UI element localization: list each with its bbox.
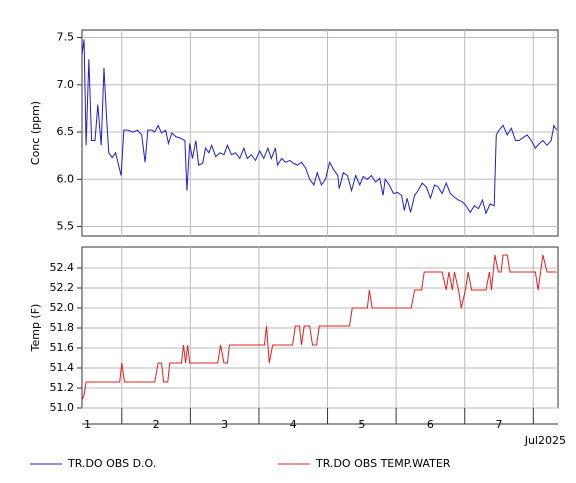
y-tick-label: 51.8 — [50, 321, 75, 334]
plot-area — [81, 29, 559, 237]
y-tick-label: 52.0 — [50, 301, 75, 314]
y-axis-label: Conc (ppm) — [29, 101, 42, 165]
x-axis-label: Jul2025 — [524, 434, 566, 447]
y-tick-label: 7.0 — [57, 78, 75, 91]
y-tick-label: 5.5 — [57, 220, 75, 233]
y-tick-label: 51.2 — [50, 381, 75, 394]
y-tick-label: 6.5 — [57, 125, 75, 138]
legend-label: TR.DO OBS D.O. — [67, 457, 156, 470]
y-tick-label: 51.0 — [50, 401, 75, 414]
y-tick-label: 6.0 — [57, 172, 75, 185]
y-tick-label: 51.6 — [50, 341, 75, 354]
data-line — [81, 254, 557, 401]
y-tick-label: 7.5 — [57, 31, 75, 44]
data-line — [81, 39, 558, 215]
y-tick-label: 52.4 — [50, 261, 75, 274]
y-tick-label: 52.2 — [50, 281, 75, 294]
y-axis-label: Temp (F) — [29, 304, 42, 353]
y-tick-label: 51.4 — [50, 361, 75, 374]
legend-label: TR.DO OBS TEMP.WATER — [315, 457, 451, 470]
